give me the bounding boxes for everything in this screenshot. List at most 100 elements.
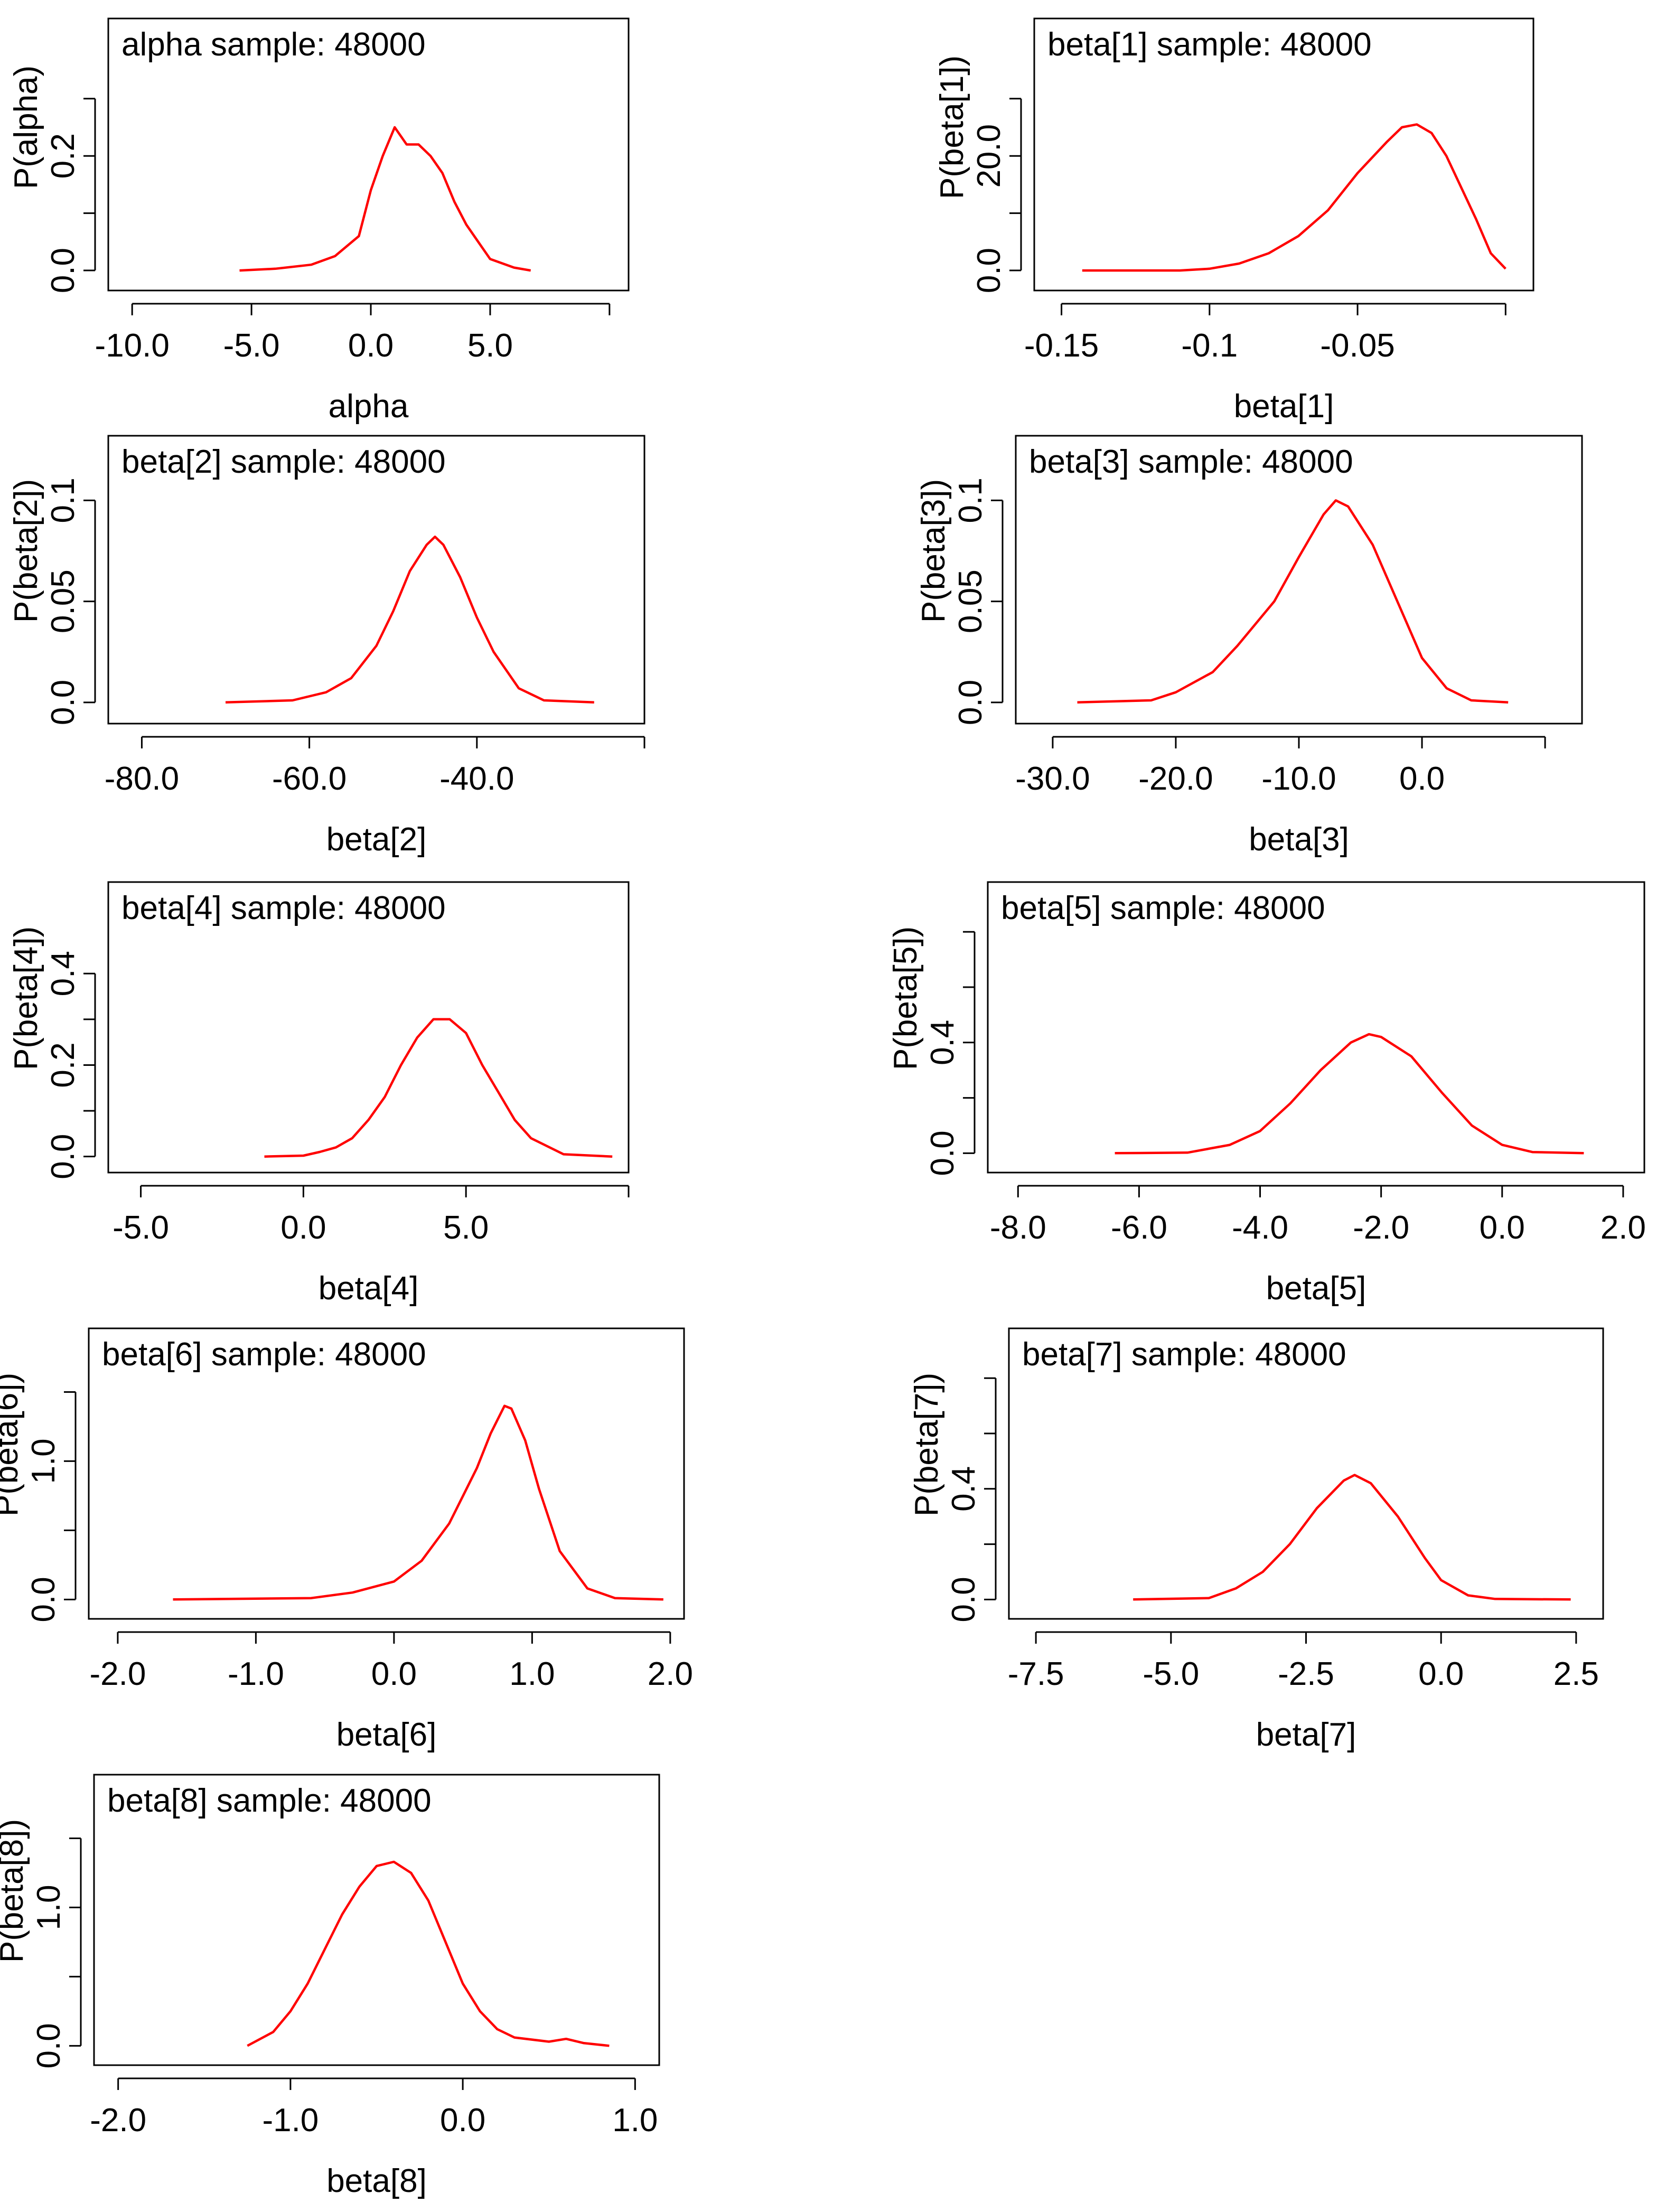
y-tick-label: 0.0 <box>25 1577 62 1622</box>
x-tick-label: 2.5 <box>1553 1656 1599 1692</box>
x-tick-label: -0.15 <box>1024 327 1099 364</box>
x-tick-label: -0.1 <box>1181 327 1238 364</box>
x-tick-label: -5.0 <box>223 327 280 364</box>
y-tick-label: 0.1 <box>45 477 81 523</box>
x-tick-label: -7.5 <box>1008 1656 1064 1692</box>
y-tick-label: 0.4 <box>924 1020 961 1065</box>
density-panel-alpha: alpha sample: 48000 -10.0 -5.0 0.0 5.0 alpha 0… <box>8 17 630 425</box>
y-axis-label: P(beta[4]) <box>8 926 44 1070</box>
x-tick-label: -6.0 <box>1111 1210 1167 1246</box>
y-axis-label: P(beta[1]) <box>934 55 970 199</box>
x-tick-label: -0.05 <box>1320 327 1394 364</box>
x-tick-label: 0.0 <box>280 1210 326 1246</box>
y-tick-label: 0.4 <box>946 1466 982 1512</box>
x-tick-label: -2.0 <box>90 2102 146 2139</box>
x-tick-label: 2.0 <box>1601 1210 1646 1246</box>
x-tick-label: 1.0 <box>612 2102 658 2139</box>
x-axis-label: beta[7] <box>1256 1717 1356 1753</box>
plot-frame <box>107 881 630 1174</box>
x-tick-label: 0.0 <box>1399 761 1445 797</box>
density-curve-beta7 <box>1133 1474 1571 1601</box>
x-tick-label: 2.0 <box>648 1656 693 1692</box>
x-tick-label: -20.0 <box>1138 761 1213 797</box>
x-tick-label: -1.0 <box>228 1656 284 1692</box>
y-tick-label: 0.2 <box>45 1042 81 1088</box>
x-tick-label: -5.0 <box>113 1210 169 1246</box>
plot-title: beta[7] sample: 48000 <box>1022 1336 1346 1373</box>
density-curve-beta3 <box>1077 499 1509 704</box>
x-tick-label: 0.0 <box>1418 1656 1464 1692</box>
y-tick-label: 0.0 <box>45 680 81 725</box>
plot-title: beta[3] sample: 48000 <box>1029 444 1353 480</box>
x-tick-label: -2.0 <box>1353 1210 1409 1246</box>
y-axis-label: P(alpha) <box>8 65 44 189</box>
y-tick-label: 0.4 <box>45 951 81 996</box>
density-panel-beta3: beta[3] sample: 48000 -30.0 -20.0 -10.0 0.0 b… <box>915 435 1583 858</box>
y-tick-label: 0.0 <box>946 1577 982 1622</box>
x-tick-label: -5.0 <box>1143 1656 1199 1692</box>
density-panel-beta5: beta[5] sample: 48000 -8.0 -6.0 -4.0 -2.0 0.0… <box>887 881 1646 1307</box>
plot-title: beta[1] sample: 48000 <box>1047 26 1372 63</box>
x-tick-label: -2.0 <box>89 1656 146 1692</box>
y-tick-label: 0.05 <box>952 569 989 633</box>
x-tick-label: 5.0 <box>467 327 513 364</box>
plot-frame <box>107 435 645 725</box>
y-tick-label: 0.0 <box>45 248 81 293</box>
plot-frame <box>987 881 1645 1174</box>
y-tick-label: 0.0 <box>45 1134 81 1179</box>
x-tick-label: -10.0 <box>95 327 170 364</box>
x-axis-label: beta[2] <box>326 821 427 858</box>
density-panel-beta6: beta[6] sample: 48000 -2.0 -1.0 0.0 1.0 2.0 be… <box>0 1327 693 1753</box>
plot-title: beta[5] sample: 48000 <box>1001 890 1325 926</box>
y-tick-label: 1.0 <box>25 1438 62 1484</box>
x-axis-label: beta[8] <box>326 2163 427 2199</box>
plot-frame <box>88 1327 685 1620</box>
density-curve-beta1 <box>1082 123 1506 272</box>
density-curve-alpha <box>239 126 531 272</box>
plot-frame <box>1033 17 1534 292</box>
density-curve-beta6 <box>173 1404 663 1601</box>
x-axis-label: beta[4] <box>319 1270 419 1307</box>
density-curve-beta5 <box>1115 1033 1584 1155</box>
density-curve-beta8 <box>247 1860 610 2047</box>
plot-title: alpha sample: 48000 <box>121 26 426 63</box>
x-tick-label: -60.0 <box>272 761 347 797</box>
density-panel-beta2: beta[2] sample: 48000 -80.0 -60.0 -40.0 beta… <box>8 435 645 858</box>
x-tick-label: 5.0 <box>443 1210 489 1246</box>
y-tick-label: 0.0 <box>31 2023 67 2068</box>
y-axis-label: P(beta[7]) <box>909 1373 945 1516</box>
y-axis-label: P(beta[2]) <box>8 479 44 623</box>
x-axis-label: alpha <box>329 388 409 425</box>
x-tick-label: 0.0 <box>348 327 394 364</box>
x-axis-label: beta[1] <box>1234 388 1334 425</box>
x-tick-label: -80.0 <box>105 761 179 797</box>
plot-title: beta[4] sample: 48000 <box>121 890 446 926</box>
y-tick-label: 0.05 <box>45 569 81 633</box>
y-tick-label: 20.0 <box>971 124 1007 188</box>
density-curve-beta2 <box>225 535 594 704</box>
density-panel-beta7: beta[7] sample: 48000 -7.5 -5.0 -2.5 0.0 2.5 b… <box>909 1327 1604 1753</box>
density-panel-beta8: beta[8] sample: 48000 -2.0 -1.0 0.0 1.0 beta[… <box>0 1774 660 2199</box>
density-panel-beta4: beta[4] sample: 48000 -5.0 0.0 5.0 beta[4] 0.… <box>8 881 630 1307</box>
y-axis-label: P(beta[6]) <box>0 1373 25 1516</box>
density-curve-beta4 <box>264 1018 613 1158</box>
plot-frame <box>107 17 630 292</box>
y-tick-label: 0.1 <box>952 477 989 523</box>
x-tick-label: -30.0 <box>1015 761 1090 797</box>
y-tick-label: 1.0 <box>31 1885 67 1930</box>
x-tick-label: -1.0 <box>262 2102 319 2139</box>
y-tick-label: 0.0 <box>924 1130 961 1176</box>
x-tick-label: 0.0 <box>440 2102 485 2139</box>
plot-title: beta[8] sample: 48000 <box>107 1783 432 1819</box>
plot-frame <box>1008 1327 1604 1620</box>
x-tick-label: -10.0 <box>1261 761 1336 797</box>
plot-title: beta[6] sample: 48000 <box>102 1336 426 1373</box>
x-tick-label: 0.0 <box>371 1656 417 1692</box>
x-tick-label: -8.0 <box>990 1210 1046 1246</box>
x-axis-label: beta[6] <box>336 1717 437 1753</box>
y-axis-label: P(beta[3]) <box>915 479 952 623</box>
plot-title: beta[2] sample: 48000 <box>121 444 446 480</box>
x-tick-label: 0.0 <box>1480 1210 1525 1246</box>
